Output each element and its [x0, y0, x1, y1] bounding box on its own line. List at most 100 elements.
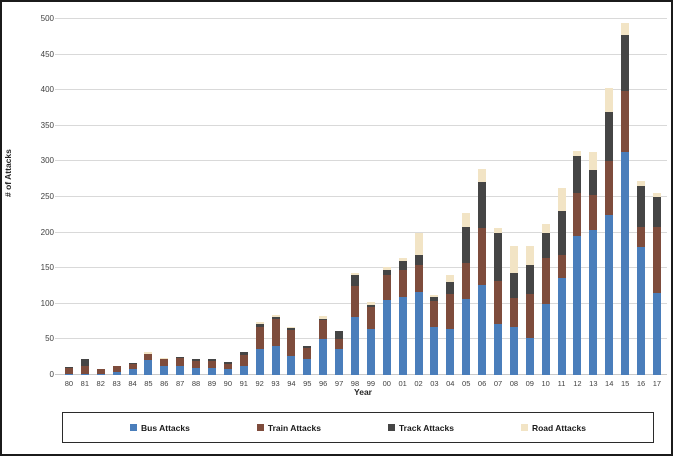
bar-segment [557, 278, 566, 375]
bar-slot: 08 [506, 19, 522, 388]
gridline [55, 231, 667, 233]
bar-segment [541, 224, 550, 234]
bar-segment [430, 300, 439, 327]
stacked-bar [478, 19, 487, 375]
x-tick-label: 86 [160, 379, 169, 388]
bar-segment [637, 185, 645, 227]
x-tick-label: 96 [319, 379, 328, 388]
x-tick-label: 82 [96, 379, 105, 388]
x-tick-label: 07 [493, 379, 503, 388]
x-tick-label: 95 [303, 379, 312, 388]
bar-segment [319, 338, 328, 375]
bar-segment [255, 326, 264, 350]
bar-segment [446, 282, 455, 294]
bar-segment [525, 264, 534, 294]
stacked-bar [573, 19, 582, 375]
bar-segment [605, 214, 614, 375]
stacked-bar [80, 19, 89, 375]
stacked-bar [64, 19, 73, 375]
bar-segment [446, 275, 455, 283]
x-tick-label: 04 [446, 379, 455, 388]
x-tick-label: 90 [223, 379, 233, 388]
x-tick-label: 98 [350, 379, 360, 388]
bars-layer: 80 81 82 83 84 85 86 87 88 89 90 91 92 93 94 95 96 97 98 99… [59, 19, 667, 388]
legend-swatch-icon [256, 424, 264, 431]
bar-segment [319, 315, 328, 319]
stacked-bar [637, 19, 645, 375]
stacked-bar [589, 19, 598, 375]
bar-segment [96, 374, 105, 375]
bar-segment [287, 328, 296, 331]
bar-slot: 90 [220, 19, 236, 388]
bar-slot: 05 [458, 19, 474, 388]
plot-area: 80 81 82 83 84 85 86 87 88 89 90 91 92 93 94 95 96 97 98 99… [55, 18, 667, 388]
bar-segment [541, 233, 550, 259]
bar-segment [637, 181, 645, 186]
gridline [55, 267, 667, 269]
stacked-bar [192, 19, 201, 375]
x-tick-label: 11 [557, 379, 566, 388]
bar-segment [493, 227, 502, 233]
bar-segment [128, 364, 137, 370]
x-tick-label: 92 [255, 379, 264, 388]
x-tick-label: 12 [573, 379, 582, 388]
bar-segment [525, 337, 534, 375]
x-tick-label: 88 [191, 379, 201, 388]
bar-segment [478, 228, 487, 286]
stacked-bar [366, 19, 375, 375]
stacked-bar [414, 19, 423, 375]
x-axis-title: Year [354, 387, 372, 397]
bar-slot: 09 [522, 19, 538, 388]
bar-segment [605, 161, 614, 215]
bar-segment [239, 352, 248, 356]
stacked-bar [493, 19, 502, 375]
stacked-bar [207, 19, 216, 375]
x-tick-label: 80 [64, 379, 74, 388]
bar-segment [478, 182, 487, 229]
legend-item: Train Attacks [256, 423, 321, 433]
bar-segment [64, 373, 73, 375]
bar-slot: 85 [140, 19, 156, 388]
y-tick-label: 250 [40, 192, 54, 201]
stacked-bar [239, 19, 248, 375]
x-tick-label: 93 [271, 379, 280, 388]
bar-segment [621, 90, 630, 153]
y-tick-label: 150 [40, 263, 54, 273]
bar-segment [414, 255, 423, 266]
legend-item: Road Attacks [520, 423, 586, 433]
bar-segment [271, 345, 280, 375]
x-tick-label: 83 [112, 379, 121, 388]
bar-segment [176, 357, 185, 358]
bar-slot: 95 [299, 19, 315, 388]
bar-slot: 00 [379, 19, 395, 388]
bar-segment [493, 281, 502, 325]
bar-segment [303, 345, 312, 348]
x-tick-label: 85 [144, 379, 153, 388]
legend-swatch-icon [387, 424, 395, 431]
x-tick-label: 87 [176, 379, 185, 388]
bar-segment [350, 286, 359, 317]
bar-segment [271, 314, 280, 317]
y-tick-label: 350 [40, 120, 54, 130]
bar-segment [509, 246, 518, 273]
y-tick-label: 500 [40, 14, 54, 23]
x-tick-label: 97 [334, 379, 344, 388]
y-tick-label: 400 [40, 85, 54, 95]
bar-slot: 87 [172, 19, 188, 388]
bar-segment [239, 365, 248, 375]
bar-segment [398, 257, 407, 262]
bar-slot: 13 [585, 19, 601, 388]
bar-segment [207, 358, 216, 361]
bar-segment [557, 254, 566, 279]
x-tick-label: 91 [239, 379, 248, 388]
bar-slot: 97 [331, 19, 347, 388]
bar-segment [335, 338, 344, 350]
bar-segment [160, 366, 169, 375]
x-tick-label: 16 [636, 379, 646, 388]
bar-segment [637, 246, 645, 375]
bar-segment [160, 358, 169, 367]
bar-slot: 84 [125, 19, 141, 388]
bar-segment [112, 372, 121, 375]
bar-segment [128, 362, 137, 365]
legend: Bus Attacks Train Attacks Track Attacks Roa… [62, 412, 654, 443]
